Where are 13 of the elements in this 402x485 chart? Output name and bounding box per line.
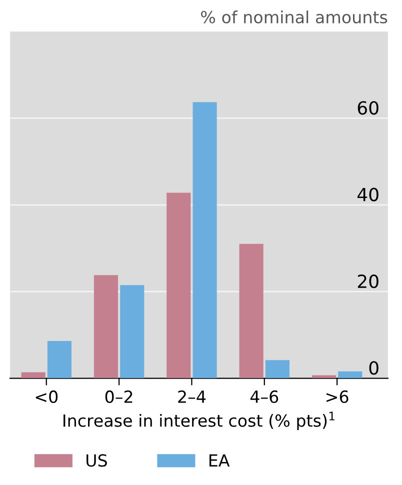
x-tick-label: >6 [326, 390, 348, 404]
legend-label: EA [210, 454, 230, 467]
y-tick-label: 20 [358, 274, 378, 288]
x-tick-label: 4–6 [250, 390, 278, 404]
y-tick-label: 60 [358, 101, 378, 115]
y-axis-title: % of nominal amounts [201, 10, 388, 24]
x-tick-label: 0–2 [105, 390, 132, 404]
y-tick-label: 0 [369, 361, 378, 375]
x-axis-title: Increase in interest cost (% pts)$^{1}$ [64, 412, 335, 430]
x-tick-label: <0 [36, 390, 58, 404]
legend-label: US [86, 454, 107, 467]
y-tick-label: 40 [358, 188, 378, 202]
x-tick-label: 2–4 [178, 390, 206, 403]
